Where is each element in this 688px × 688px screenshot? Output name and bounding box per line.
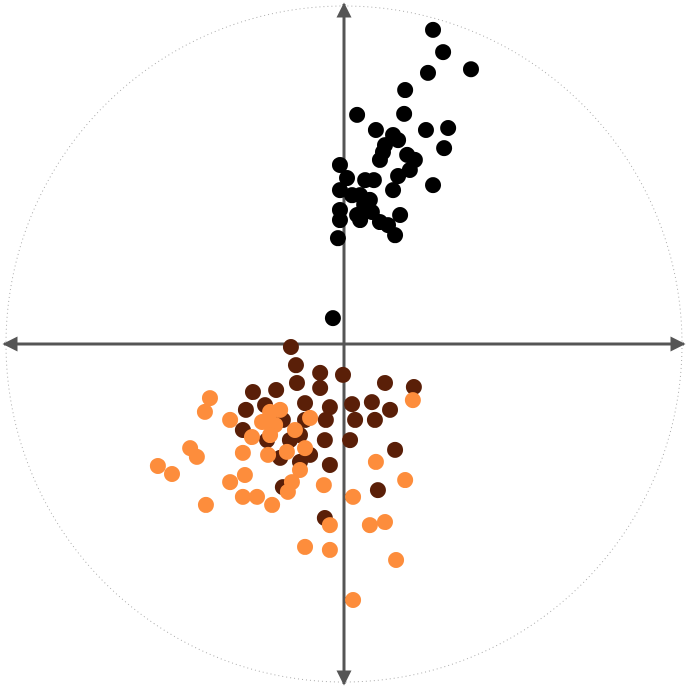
point <box>164 466 180 483</box>
point <box>349 106 366 123</box>
point <box>396 105 413 122</box>
point <box>248 488 265 505</box>
point <box>397 472 414 489</box>
point <box>365 172 382 189</box>
point <box>222 411 239 428</box>
point <box>264 496 281 513</box>
point <box>282 339 299 356</box>
point <box>243 429 260 446</box>
point <box>312 380 329 397</box>
point <box>312 364 329 381</box>
point <box>317 411 334 428</box>
point <box>404 392 421 409</box>
point <box>201 390 218 407</box>
point <box>331 156 348 173</box>
point <box>344 396 361 413</box>
point <box>440 119 457 136</box>
point <box>196 403 213 420</box>
point <box>367 453 384 470</box>
point <box>417 122 434 139</box>
point <box>369 482 386 499</box>
point <box>291 461 308 478</box>
point <box>324 310 341 327</box>
point <box>347 411 364 428</box>
point <box>388 552 405 569</box>
point <box>254 413 271 430</box>
point <box>244 384 261 401</box>
point <box>197 496 214 513</box>
point <box>390 132 407 149</box>
point <box>287 357 304 374</box>
point <box>425 21 442 38</box>
point <box>419 64 436 81</box>
point <box>315 477 332 494</box>
point <box>376 374 393 391</box>
point <box>237 401 254 418</box>
point <box>234 444 251 461</box>
point <box>316 432 333 449</box>
point <box>236 467 253 484</box>
point <box>297 538 314 555</box>
point <box>387 441 404 458</box>
point <box>288 374 305 391</box>
point <box>331 182 348 199</box>
point <box>297 440 314 457</box>
point <box>297 395 314 412</box>
point <box>376 514 393 531</box>
points <box>149 21 479 608</box>
point <box>462 61 479 78</box>
point <box>356 196 373 213</box>
point <box>321 541 338 558</box>
point <box>397 82 414 99</box>
point <box>345 488 362 505</box>
point <box>382 401 399 418</box>
point <box>387 227 404 244</box>
point <box>262 427 279 444</box>
point <box>222 474 239 491</box>
point <box>366 411 383 428</box>
point <box>392 207 409 223</box>
point <box>279 483 296 500</box>
point <box>390 168 407 185</box>
point <box>367 122 384 139</box>
point <box>329 230 346 247</box>
point <box>339 170 356 187</box>
point <box>334 366 351 383</box>
point <box>321 456 338 473</box>
point <box>272 401 289 418</box>
point <box>363 394 380 411</box>
point <box>302 409 319 426</box>
point <box>374 144 391 161</box>
point <box>321 517 338 534</box>
point <box>188 448 205 465</box>
point <box>352 212 369 229</box>
point <box>405 379 422 395</box>
point <box>321 399 338 416</box>
point <box>342 432 359 449</box>
point <box>278 443 295 460</box>
point <box>385 182 402 199</box>
point <box>331 212 348 229</box>
point <box>234 488 251 505</box>
point <box>425 177 442 194</box>
point <box>361 517 378 534</box>
point <box>401 161 418 178</box>
point <box>436 140 453 157</box>
point <box>149 457 166 474</box>
point <box>435 44 452 61</box>
point <box>268 382 285 399</box>
point <box>260 446 277 463</box>
point <box>345 591 362 608</box>
point <box>286 422 303 438</box>
